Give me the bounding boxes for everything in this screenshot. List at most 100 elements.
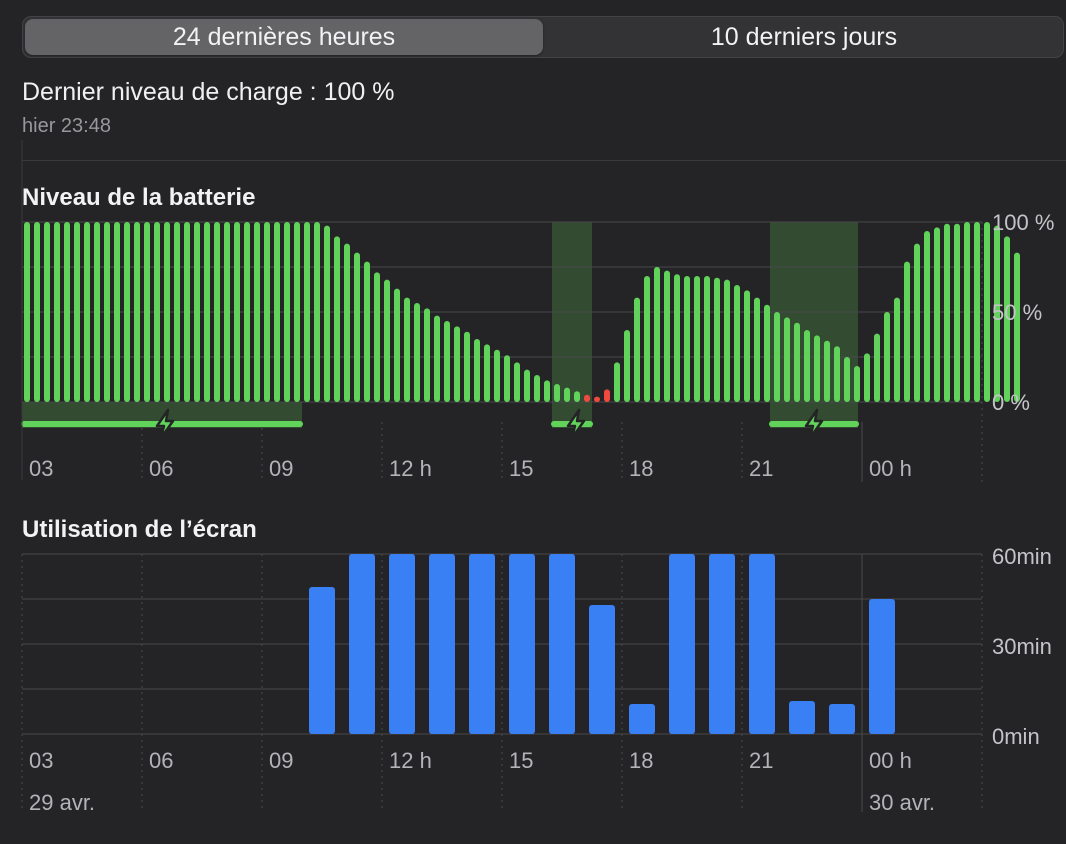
battery-bar	[654, 267, 660, 402]
screen-usage-title: Utilisation de l’écran	[22, 516, 257, 543]
battery-bar	[614, 362, 620, 402]
battery-bar	[944, 223, 950, 402]
date-label: 30 avr.	[869, 790, 935, 815]
battery-bar	[744, 290, 750, 402]
battery-bar	[824, 340, 830, 402]
battery-y-tick: 50 %	[992, 300, 1042, 325]
screen-usage-bar	[549, 554, 575, 734]
battery-x-tick: 21	[749, 456, 773, 481]
charging-bolt-icon	[155, 408, 175, 440]
screen-usage-bar	[669, 554, 695, 734]
battery-bar	[434, 315, 440, 402]
screen-x-tick: 03	[29, 748, 53, 773]
battery-x-tick: 12 h	[389, 456, 432, 481]
battery-bar	[864, 353, 870, 402]
battery-bar	[324, 225, 330, 402]
screen-y-tick: 0min	[992, 724, 1040, 749]
battery-bar	[904, 261, 910, 402]
battery-bar	[714, 277, 720, 402]
battery-bar	[344, 243, 350, 402]
battery-bar	[704, 276, 710, 402]
battery-bar	[814, 335, 820, 402]
battery-bar	[924, 231, 930, 402]
battery-x-tick: 06	[149, 456, 173, 481]
battery-bar	[564, 387, 570, 402]
battery-bar	[964, 222, 970, 402]
battery-x-tick: 18	[629, 456, 653, 481]
battery-bar	[154, 222, 160, 402]
screen-usage-bar	[869, 599, 895, 734]
battery-bar	[254, 222, 260, 402]
time-range-selector[interactable]: 24 dernières heures 10 derniers jours	[22, 16, 1064, 58]
battery-bar	[314, 222, 320, 402]
screen-usage-bar	[709, 554, 735, 734]
screen-usage-bar	[629, 704, 655, 734]
screen-x-tick: 00 h	[869, 748, 912, 773]
battery-bar	[174, 222, 180, 402]
battery-bar	[974, 222, 980, 402]
screen-usage-bar	[509, 554, 535, 734]
battery-bar	[784, 317, 790, 402]
battery-bar	[394, 288, 400, 402]
battery-bar	[954, 223, 960, 402]
battery-bar	[634, 297, 640, 402]
screen-y-tick: 60min	[992, 544, 1052, 569]
divider	[22, 160, 1066, 161]
battery-bar	[494, 349, 500, 402]
battery-bar	[404, 297, 410, 402]
battery-bar	[444, 321, 450, 402]
battery-bar	[114, 222, 120, 402]
screen-usage-bar	[469, 554, 495, 734]
battery-bar	[684, 276, 690, 402]
battery-bar	[84, 222, 90, 402]
battery-bar	[414, 303, 420, 402]
screen-x-tick: 09	[269, 748, 293, 773]
charging-bolt-icon	[804, 408, 824, 440]
battery-bar	[584, 394, 590, 402]
battery-bar	[754, 297, 760, 402]
battery-bar	[674, 274, 680, 402]
screen-x-tick: 21	[749, 748, 773, 773]
battery-bar	[34, 222, 40, 402]
screen-usage-bar	[429, 554, 455, 734]
battery-bar	[594, 396, 600, 402]
battery-x-tick: 15	[509, 456, 533, 481]
battery-bar	[514, 362, 520, 402]
battery-bar	[234, 222, 240, 402]
tab-24h[interactable]: 24 dernières heures	[25, 19, 543, 55]
last-charge-time: hier 23:48	[22, 115, 111, 137]
battery-bar	[734, 285, 740, 402]
screen-x-tick: 18	[629, 748, 653, 773]
screen-usage-bar	[389, 554, 415, 734]
battery-bar	[284, 222, 290, 402]
battery-bar	[204, 222, 210, 402]
battery-bar	[144, 222, 150, 402]
battery-bar	[364, 261, 370, 402]
battery-bar	[774, 312, 780, 402]
battery-bar	[64, 222, 70, 402]
battery-bar	[554, 384, 560, 402]
battery-bar	[194, 222, 200, 402]
battery-bar	[484, 344, 490, 402]
battery-bar	[474, 339, 480, 402]
screen-usage-bar	[349, 554, 375, 734]
battery-bar	[1004, 236, 1010, 402]
date-label: 29 avr.	[29, 790, 95, 815]
screen-x-tick: 15	[509, 748, 533, 773]
battery-bar	[214, 222, 220, 402]
tab-10d[interactable]: 10 derniers jours	[710, 22, 898, 51]
battery-bar	[454, 326, 460, 402]
battery-bar	[354, 252, 360, 402]
battery-bar	[794, 322, 800, 402]
battery-bar	[374, 272, 380, 402]
battery-bar	[724, 279, 730, 402]
battery-bar	[424, 308, 430, 402]
battery-bar	[624, 330, 630, 402]
screen-usage-bar	[749, 554, 775, 734]
battery-bar	[894, 297, 900, 402]
battery-y-tick: 100 %	[992, 210, 1054, 235]
battery-bar	[644, 276, 650, 402]
battery-bar	[1014, 252, 1020, 402]
battery-bar	[844, 357, 850, 402]
